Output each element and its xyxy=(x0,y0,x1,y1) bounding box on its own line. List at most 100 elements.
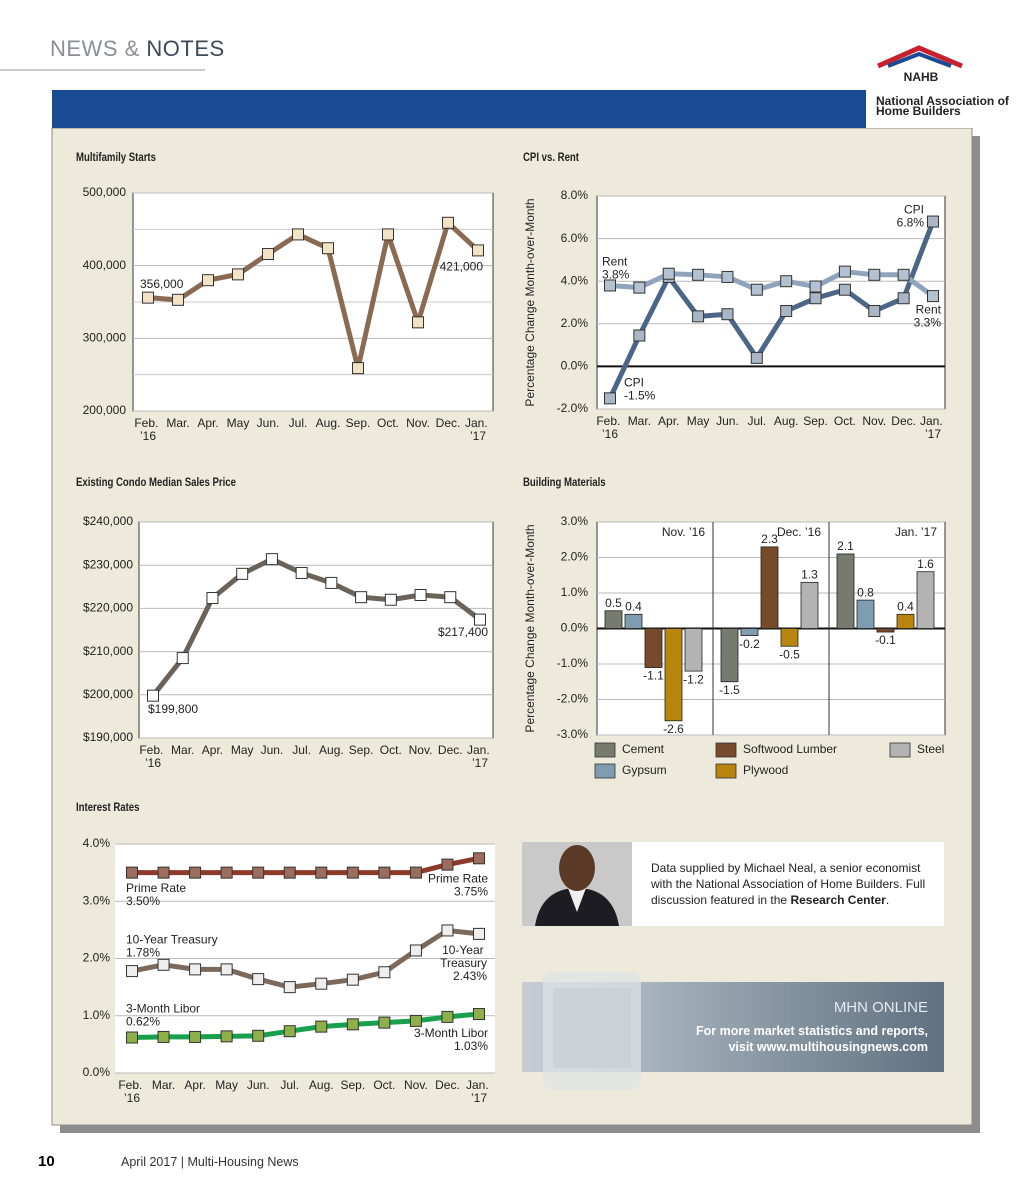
y-tick-label: 1.0% xyxy=(83,1008,111,1022)
marker xyxy=(442,216,454,229)
chart-title: Multifamily Starts xyxy=(76,151,156,164)
x-tick-label: Apr. xyxy=(184,1078,205,1092)
marker xyxy=(441,858,454,871)
annotation-name: 3-Month Libor xyxy=(414,1026,488,1040)
x-tick-label: Nov. xyxy=(409,743,433,757)
chart-title: Existing Condo Median Sales Price xyxy=(76,476,236,489)
x-tick-label: Sep. xyxy=(346,416,371,430)
y-tick-label: 500,000 xyxy=(83,185,127,199)
logo-box xyxy=(866,44,976,128)
photo-face xyxy=(559,845,595,891)
value-label: $217,400 xyxy=(438,625,488,639)
credit-link[interactable]: Research Center xyxy=(790,893,886,907)
marker xyxy=(927,215,939,228)
x-tick-label: Nov. xyxy=(406,416,430,430)
y-axis-title: Percentage Change Month-over-Month xyxy=(523,198,537,406)
marker xyxy=(604,279,616,292)
marker xyxy=(142,291,154,304)
marker xyxy=(868,305,881,318)
legend-label: Steel xyxy=(917,742,944,756)
marker xyxy=(252,1029,265,1042)
legend-label: Plywood xyxy=(743,763,788,777)
x-tick-label: Feb. ’16 xyxy=(134,416,161,443)
series xyxy=(604,265,939,303)
marker xyxy=(295,566,308,579)
marker xyxy=(322,242,334,255)
marker xyxy=(126,1031,138,1044)
marker xyxy=(325,576,338,589)
annotation-name: Rent xyxy=(916,302,942,316)
credit-text: Data supplied by Michael Neal, a senior … xyxy=(651,860,933,908)
y-axis-title: Percentage Change Month-over-Month xyxy=(523,524,537,732)
promo-text[interactable]: For more market statistics and reports, … xyxy=(695,1024,928,1054)
x-tick-label: May xyxy=(687,414,710,428)
x-tick-label: Sep. xyxy=(340,1078,365,1092)
legend-swatch xyxy=(594,763,616,779)
x-tick-label: Oct. xyxy=(377,416,399,430)
marker xyxy=(633,281,646,294)
annotation-name: Rent xyxy=(602,255,628,269)
chart-title: CPI vs. Rent xyxy=(523,151,579,164)
bar xyxy=(604,610,623,629)
promo-title: MHN ONLINE xyxy=(833,999,928,1016)
marker xyxy=(721,270,734,283)
y-tick-label: 0.0% xyxy=(83,1065,111,1079)
x-tick-label: Mar. xyxy=(171,743,194,757)
value-label: -0.5 xyxy=(779,647,800,661)
x-tick-label: Oct. xyxy=(380,743,402,757)
x-tick-label: Mar. xyxy=(628,414,651,428)
logo-roof-inner xyxy=(887,51,952,68)
y-tick-label: -3.0% xyxy=(557,727,589,741)
x-tick-label: Feb. ’16 xyxy=(596,414,623,441)
x-tick-label: Jul. xyxy=(292,743,311,757)
x-tick-label: Jun. xyxy=(257,416,280,430)
bar xyxy=(800,581,819,629)
value-label: 0.5 xyxy=(605,596,622,610)
y-tick-label: 200,000 xyxy=(83,403,127,417)
marker xyxy=(202,274,214,287)
x-tick-label: Aug. xyxy=(319,743,344,757)
legend-label: Cement xyxy=(622,742,665,756)
y-tick-label: 2.0% xyxy=(561,316,589,330)
marker xyxy=(409,866,422,879)
annotation-name: 10-Year Treasury xyxy=(126,932,218,946)
value-label: -0.1 xyxy=(875,633,896,647)
marker xyxy=(444,591,457,604)
marker xyxy=(838,283,851,296)
value-label: 356,000 xyxy=(140,277,184,291)
annotation-name: 3-Month Libor xyxy=(126,1002,200,1016)
value-label: 2.3 xyxy=(761,532,778,546)
y-tick-label: 4.0% xyxy=(561,273,589,287)
x-tick-label: May xyxy=(231,743,254,757)
y-tick-label: -1.0% xyxy=(557,656,589,670)
page-number: 10 xyxy=(38,1153,55,1170)
value-label: 421,000 xyxy=(440,260,484,274)
marker xyxy=(473,852,485,865)
marker xyxy=(346,866,359,879)
section-word: NEWS & xyxy=(50,36,140,61)
x-tick-label: Dec. xyxy=(435,1078,460,1092)
marker xyxy=(378,1016,391,1029)
x-tick-label: Nov. xyxy=(404,1078,428,1092)
y-tick-label: -2.0% xyxy=(557,692,589,706)
marker xyxy=(414,589,427,602)
x-tick-label: Sep. xyxy=(803,414,828,428)
value-label: -2.6 xyxy=(663,722,684,736)
legend-swatch xyxy=(889,742,911,758)
y-tick-label: $240,000 xyxy=(83,514,133,528)
chart-title: Building Materials xyxy=(523,476,606,489)
marker xyxy=(315,977,328,990)
marker xyxy=(262,248,274,261)
marker xyxy=(176,652,189,665)
x-tick-label: Aug. xyxy=(316,416,341,430)
value-label: -1.1 xyxy=(643,669,664,683)
value-label: 3.3% xyxy=(914,315,942,329)
marker xyxy=(346,1018,359,1031)
logo-full: National Association of Home Builders xyxy=(876,94,1012,118)
legend-swatch xyxy=(715,742,737,758)
x-tick-label: Mar. xyxy=(152,1078,175,1092)
marker xyxy=(172,293,184,306)
marker xyxy=(157,866,170,879)
marker xyxy=(409,1014,422,1027)
